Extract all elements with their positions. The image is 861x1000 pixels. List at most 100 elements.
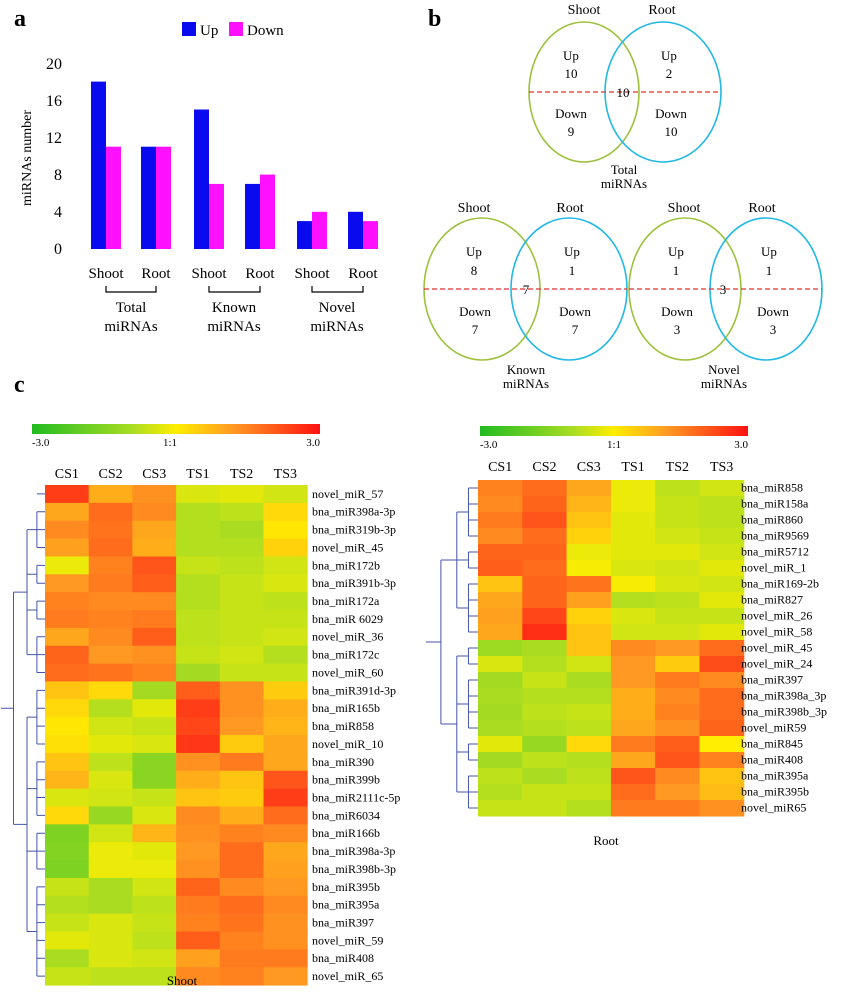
heatmap-cell xyxy=(655,480,700,497)
venn-root-up-value: 1 xyxy=(569,263,576,278)
heatmap-cell xyxy=(219,556,264,575)
heatmap-cell xyxy=(219,681,264,700)
heatmap-cell xyxy=(263,913,308,932)
heatmap-cell xyxy=(610,512,656,529)
heatmap-column-label: TS1 xyxy=(186,467,209,482)
heatmap-row-label: bna_miR166b xyxy=(312,826,380,840)
heatmap-cell xyxy=(655,576,700,593)
heatmap-cell xyxy=(88,860,133,879)
heatmap-cell xyxy=(522,592,568,609)
venn-caption-line1: Known xyxy=(507,362,546,377)
heatmap-cell xyxy=(263,949,308,968)
heatmap-cell xyxy=(263,574,308,593)
heatmap-cell xyxy=(45,699,90,718)
heatmap-row-label: bna_miR169-2b xyxy=(741,577,819,591)
heatmap-row-label: bna_miR 6029 xyxy=(312,612,383,626)
y-axis-title: miRNAs number xyxy=(20,110,35,206)
heatmap-cell xyxy=(45,502,90,522)
heatmap-row-label: novel_miR_58 xyxy=(741,625,812,639)
heatmap-cell xyxy=(45,485,90,504)
heatmap-row-label: novel_miR_26 xyxy=(741,609,812,623)
heatmap-cell xyxy=(699,528,745,545)
heatmap-cell xyxy=(176,681,221,700)
group-bracket-novel xyxy=(311,286,364,293)
heatmap-cell xyxy=(45,592,90,611)
heatmap-cell xyxy=(88,699,133,718)
heatmap-cell xyxy=(522,640,568,657)
heatmap-cell xyxy=(610,784,656,801)
bar-up-5 xyxy=(348,211,363,249)
heatmap-cell xyxy=(263,556,308,575)
heatmap-cell xyxy=(522,608,568,625)
heatmap-cell xyxy=(522,560,568,577)
heatmap-cell xyxy=(263,520,308,540)
heatmap-column-label: TS2 xyxy=(230,467,253,482)
heatmap-row-label: bna_miR5712 xyxy=(741,545,809,559)
venn-root-down-value: 3 xyxy=(770,322,777,337)
shoot-scale-bar xyxy=(32,424,320,434)
heatmap-cell xyxy=(45,610,90,629)
heatmap-cell xyxy=(699,736,745,753)
heatmap-cell xyxy=(88,645,133,665)
heatmap-row-label: bna_miR398b-3p xyxy=(312,862,396,876)
heatmap-cell xyxy=(219,895,264,915)
heatmap-cell xyxy=(88,895,133,915)
heatmap-cell xyxy=(263,717,308,736)
heatmap-cell xyxy=(88,520,133,540)
heatmap-cell xyxy=(263,770,308,790)
heatmap-cell xyxy=(699,672,745,689)
heatmap-cell xyxy=(132,895,177,915)
heatmap-row-label: novel_miR_60 xyxy=(312,665,383,679)
heatmap-cell xyxy=(699,624,745,641)
heatmap-row-label: bna_miR165b xyxy=(312,701,380,715)
venn-shoot-label: Shoot xyxy=(668,201,701,216)
heatmap-cell xyxy=(132,502,177,522)
heatmap-cell xyxy=(522,512,568,529)
heatmap-cell xyxy=(88,610,133,629)
y-tick-label: 0 xyxy=(54,241,62,258)
heatmap-cell xyxy=(655,720,700,737)
heatmap-cell xyxy=(132,592,177,611)
venn-root-up-label: Up xyxy=(761,244,777,259)
heatmap-cell xyxy=(176,967,221,986)
heatmap-cell xyxy=(219,877,264,897)
heatmap-cell xyxy=(566,560,612,577)
heatmap-cell xyxy=(176,663,221,682)
heatmap-cell xyxy=(610,656,656,673)
heatmap-row-label: bna_miR391b-3p xyxy=(312,576,396,590)
heatmap-cell xyxy=(566,752,612,769)
heatmap-cell xyxy=(263,895,308,915)
heatmap-cell xyxy=(699,768,745,785)
heatmap-cell xyxy=(219,806,264,825)
heatmap-cell xyxy=(132,842,177,861)
group-label-line1: Total xyxy=(116,300,147,316)
heatmap-cell xyxy=(88,752,133,772)
heatmap-column-label: TS1 xyxy=(621,460,644,475)
heatmap-cell xyxy=(88,574,133,593)
heatmap-row-label: bna_miR858 xyxy=(741,481,803,495)
heatmap-row-label: novel_miR_1 xyxy=(741,561,806,575)
heatmap-cell xyxy=(88,502,133,522)
heatmap-row-label: bna_miR2111c-5p xyxy=(312,790,400,804)
heatmap-cell xyxy=(132,681,177,700)
x-category-label: Shoot xyxy=(88,266,124,282)
venn-shoot-down-label: Down xyxy=(459,304,491,319)
bar-up-3 xyxy=(245,183,260,249)
heatmap-row-label: bna_miR398a-3p xyxy=(312,505,395,519)
heatmap-cell xyxy=(655,768,700,785)
heatmap-cell xyxy=(655,800,700,817)
heatmap-cell xyxy=(176,752,221,772)
heatmap-cell xyxy=(478,752,523,769)
heatmap-cell xyxy=(176,842,221,861)
heatmap-cell xyxy=(88,913,133,932)
heatmap-cell xyxy=(219,770,264,790)
heatmap-cell xyxy=(88,806,133,825)
heatmap-cell xyxy=(478,736,523,753)
venn-root-down-label: Down xyxy=(559,304,591,319)
heatmap-cell xyxy=(88,717,133,736)
venn-root-up-label: Up xyxy=(661,48,677,63)
heatmap-cell xyxy=(176,485,221,504)
heatmap-row-label: bna_miR408 xyxy=(741,753,803,767)
heatmap-cell xyxy=(478,784,523,801)
